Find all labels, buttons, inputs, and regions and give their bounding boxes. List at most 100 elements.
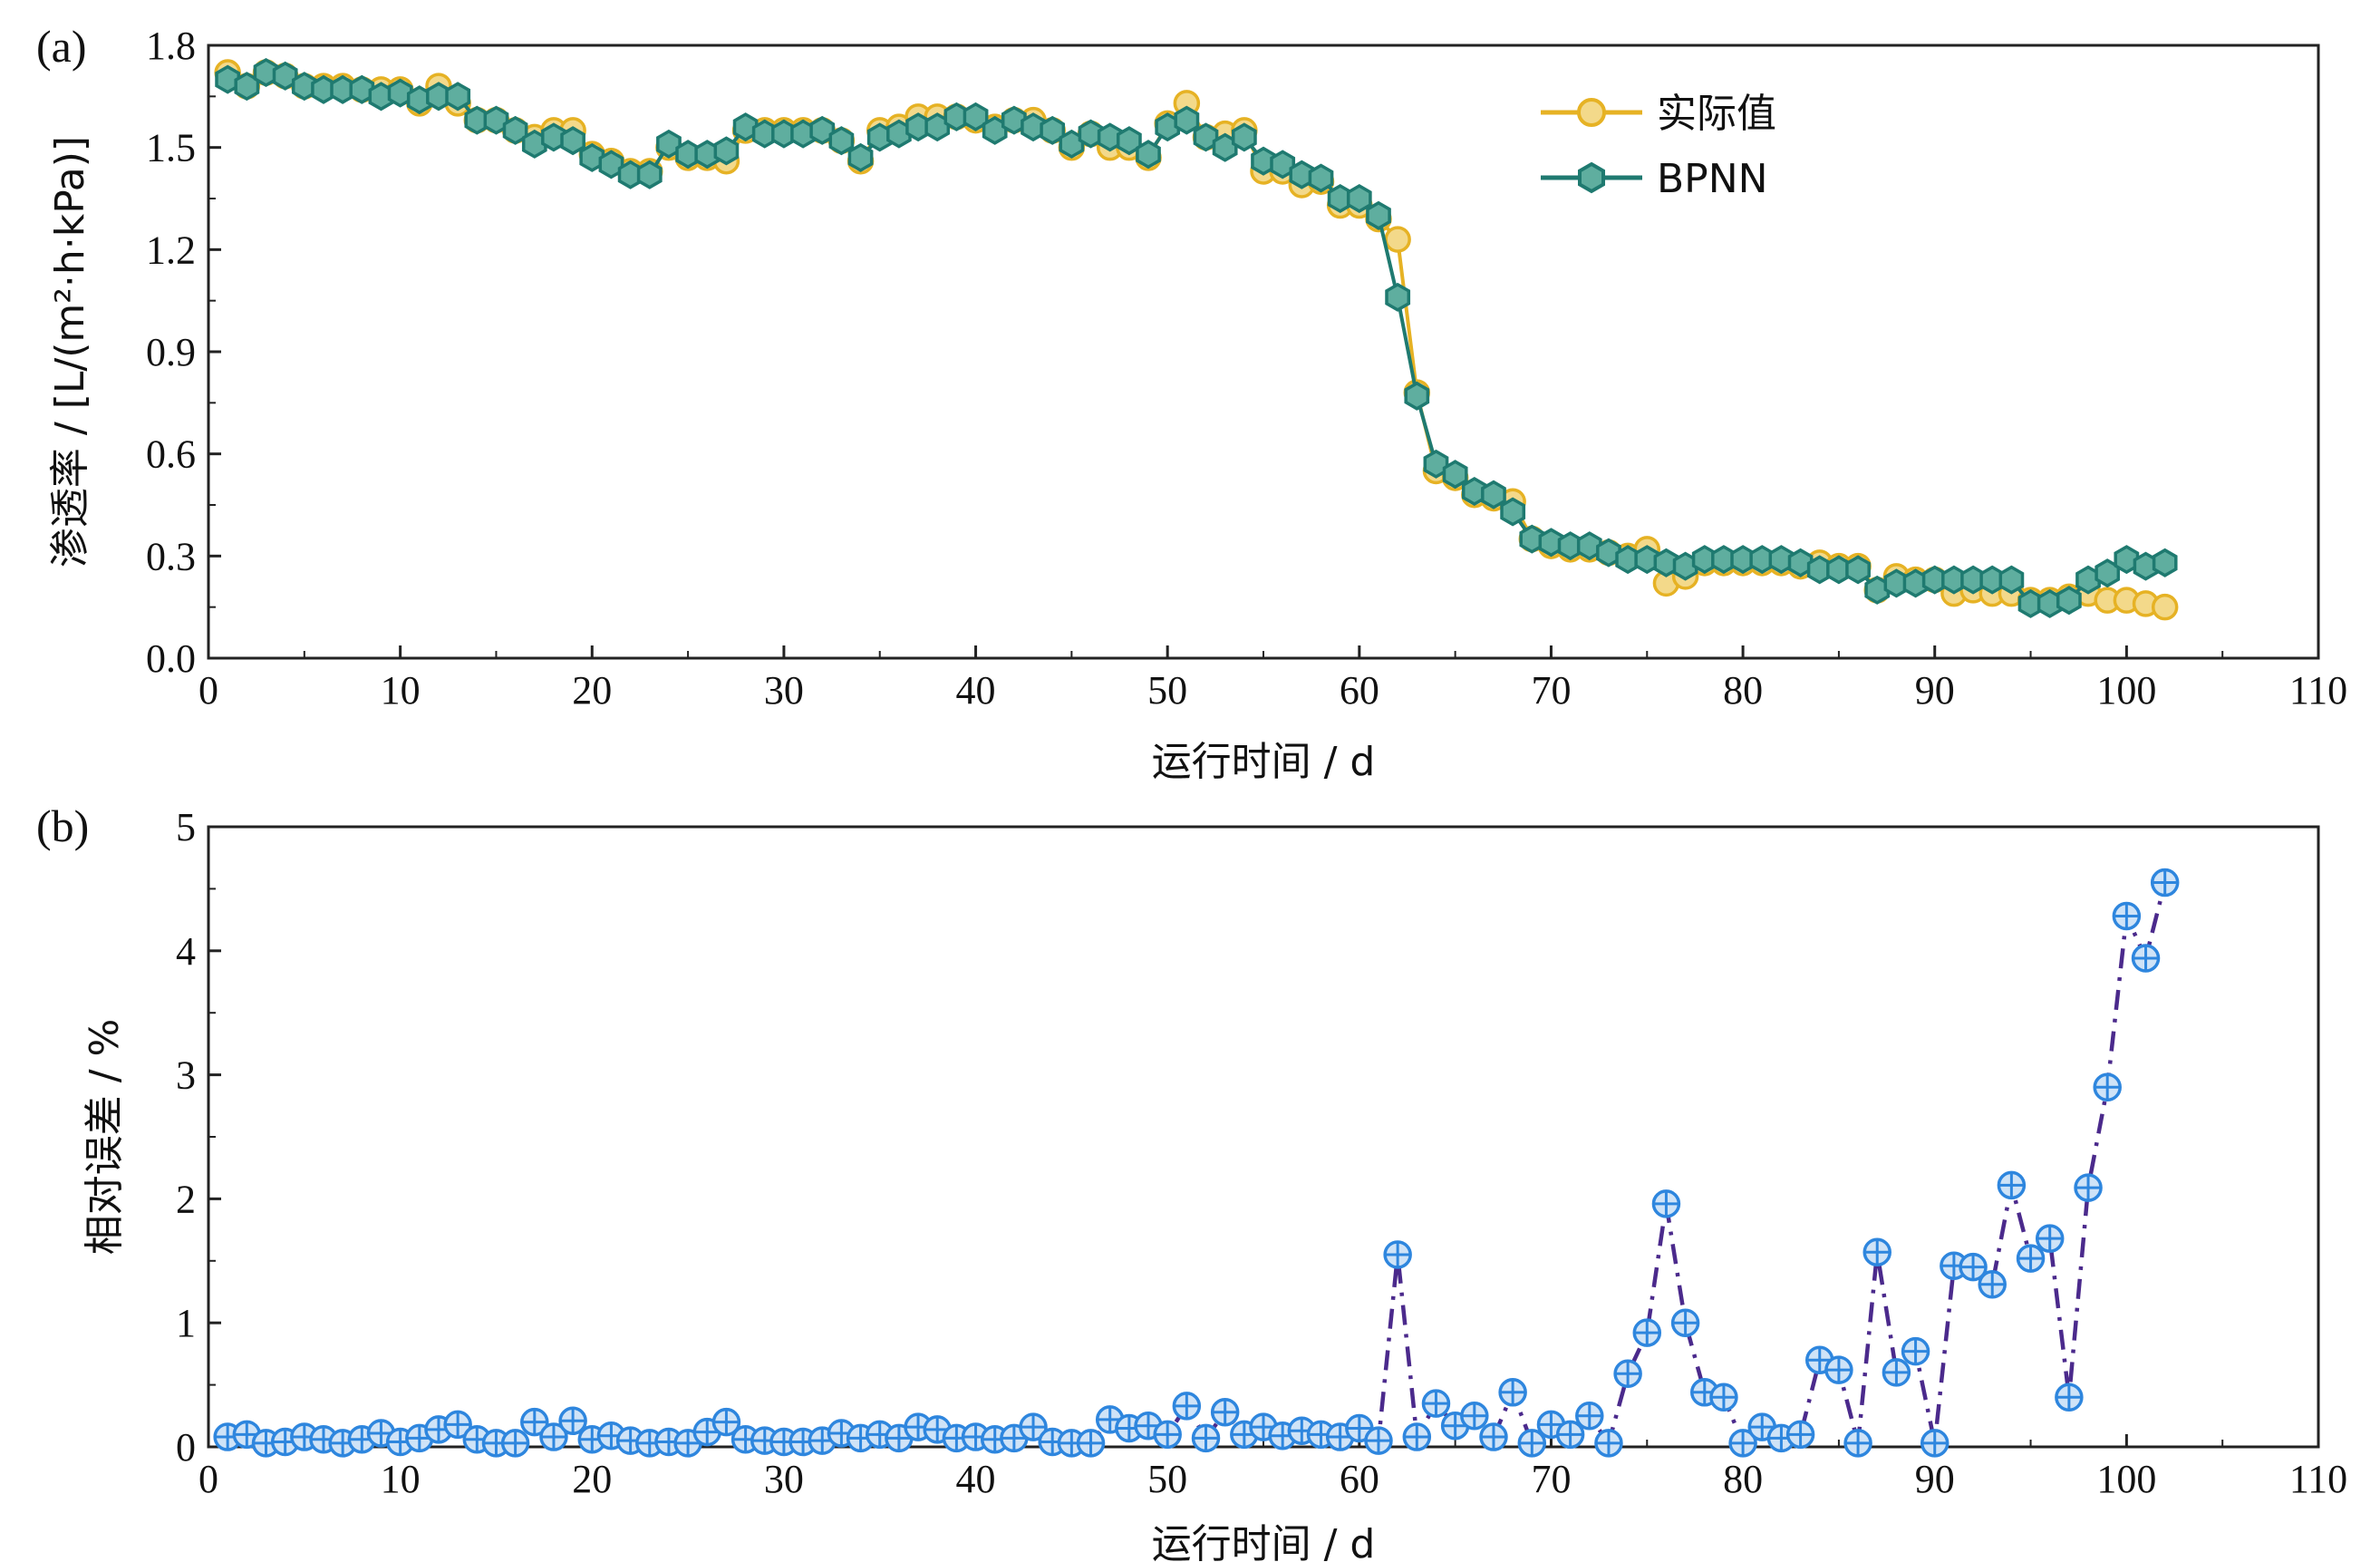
x-tick-label: 80 [1723, 1457, 1763, 1501]
x-tick-label: 60 [1340, 668, 1379, 713]
panel-b-relative-error-chart: (b) 0 1 2 3 4 5 0 10 20 30 40 50 60 70 80 90 100 110 运行时… [36, 800, 2347, 1562]
data-point-bpnn [1596, 538, 1621, 568]
data-point-bpnn [636, 160, 663, 189]
data-point-relative-error [1364, 1426, 1393, 1455]
data-point-relative-error [1862, 1237, 1891, 1266]
data-point-relative-error [539, 1422, 568, 1451]
data-point-bpnn [445, 82, 471, 112]
data-point-relative-error [1594, 1429, 1623, 1458]
data-point-bpnn [1442, 460, 1468, 490]
data-point-bpnn [1998, 565, 2025, 595]
data-point-actual [1384, 226, 1411, 253]
data-point-bpnn [2114, 545, 2140, 575]
data-point-bpnn [1001, 105, 1027, 135]
data-point-bpnn [253, 57, 279, 88]
data-point-relative-error [808, 1426, 837, 1455]
data-point-relative-error [443, 1410, 472, 1440]
data-point-relative-error [1479, 1422, 1508, 1451]
data-point-bpnn [713, 136, 740, 166]
data-point-bpnn [963, 102, 989, 131]
panel-a-permeability-chart: (a) 0.0 0.3 0.6 0.9 1.2 1.5 1.8 0 10 20 30 40 50 60 7… [36, 21, 2347, 785]
data-point-bpnn [387, 78, 413, 108]
x-tick-label: 50 [1147, 668, 1187, 713]
data-point-relative-error [2016, 1244, 2046, 1273]
y-tick-label: 5 [176, 805, 196, 849]
panel-a-x-axis: 0 10 20 30 40 50 60 70 80 90 100 110 [198, 645, 2347, 713]
y-tick-label: 2 [176, 1177, 196, 1221]
data-point-relative-error [1421, 1389, 1451, 1418]
data-point-bpnn [1481, 480, 1506, 509]
data-point-relative-error [1632, 1318, 1662, 1347]
data-point-relative-error [711, 1407, 741, 1437]
data-point-bpnn [1576, 531, 1602, 561]
data-point-bpnn [2152, 548, 2178, 577]
panel-b-plot-frame [207, 825, 2320, 1449]
data-point-bpnn [272, 61, 298, 91]
data-point-relative-error [2035, 1224, 2065, 1253]
data-point-bpnn [828, 126, 855, 156]
x-tick-label: 80 [1723, 668, 1763, 713]
legend-label-bpnn: BPNN [1657, 156, 1768, 202]
data-point-bpnn [1423, 449, 1449, 479]
data-point-relative-error [1555, 1420, 1585, 1450]
data-point-bpnn [483, 105, 509, 135]
data-point-relative-error [2074, 1173, 2103, 1202]
data-point-relative-error [1575, 1402, 1604, 1431]
data-point-relative-error [1978, 1270, 2007, 1299]
data-point-relative-error [558, 1406, 587, 1436]
data-point-relative-error [1325, 1422, 1355, 1451]
data-point-bpnn [1845, 555, 1871, 585]
data-point-bpnn [1385, 282, 1411, 312]
panel-a-legend: 实际值 BPNN [1541, 91, 1776, 202]
y-tick-label: 4 [176, 929, 196, 974]
data-point-relative-error [2112, 901, 2142, 931]
data-point-bpnn [2056, 586, 2082, 616]
y-tick-label: 1.5 [146, 126, 196, 170]
data-point-relative-error [1191, 1423, 1221, 1453]
data-point-bpnn [1193, 122, 1219, 152]
data-point-bpnn [1097, 122, 1123, 152]
data-point-bpnn [1116, 126, 1142, 156]
data-point-bpnn [1366, 200, 1391, 230]
panel-b-series [213, 868, 2180, 1458]
x-tick-label: 60 [1340, 1457, 1379, 1501]
data-point-bpnn [349, 74, 375, 104]
data-point-bpnn [1308, 163, 1334, 193]
x-tick-label: 30 [764, 1457, 804, 1501]
panel-b-y-axis: 0 1 2 3 4 5 [176, 805, 221, 1470]
data-point-bpnn [502, 115, 528, 145]
data-point-relative-error [1517, 1429, 1547, 1458]
data-point-relative-error [1076, 1429, 1106, 1458]
y-tick-label: 0.3 [146, 534, 196, 578]
data-point-relative-error [328, 1429, 357, 1458]
x-tick-label: 70 [1531, 668, 1571, 713]
data-point-bpnn [1136, 140, 1161, 170]
y-tick-label: 0.0 [146, 636, 196, 681]
data-point-bpnn [215, 64, 241, 94]
series-line-bpnn [227, 70, 2166, 606]
data-point-relative-error [1460, 1402, 1489, 1431]
panel-a-y-axis-title: 渗透率 / [L/(m²·h·kPa)] [47, 136, 93, 568]
data-point-relative-error [1019, 1412, 1048, 1441]
data-point-bpnn [1231, 122, 1257, 152]
x-tick-label: 90 [1915, 1457, 1955, 1501]
legend-marker-bpnn [1578, 161, 1605, 194]
data-point-bpnn [732, 112, 759, 142]
x-tick-label: 40 [956, 668, 996, 713]
panel-a-label: (a) [36, 21, 87, 72]
y-tick-label: 3 [176, 1053, 196, 1098]
x-tick-label: 0 [198, 1457, 218, 1501]
data-point-bpnn [656, 129, 682, 159]
data-point-relative-error [520, 1407, 549, 1437]
x-tick-label: 50 [1147, 1457, 1187, 1501]
data-point-bpnn [1174, 105, 1200, 135]
panel-b-x-axis-title: 运行时间 / d [1152, 1521, 1376, 1562]
panel-a-series [214, 57, 2179, 621]
data-point-relative-error [1670, 1308, 1700, 1337]
data-point-relative-error [2150, 868, 2180, 897]
data-point-relative-error [1920, 1429, 1949, 1458]
y-tick-label: 0.9 [146, 330, 196, 374]
data-point-bpnn [809, 115, 836, 145]
data-point-relative-error [1498, 1378, 1527, 1407]
